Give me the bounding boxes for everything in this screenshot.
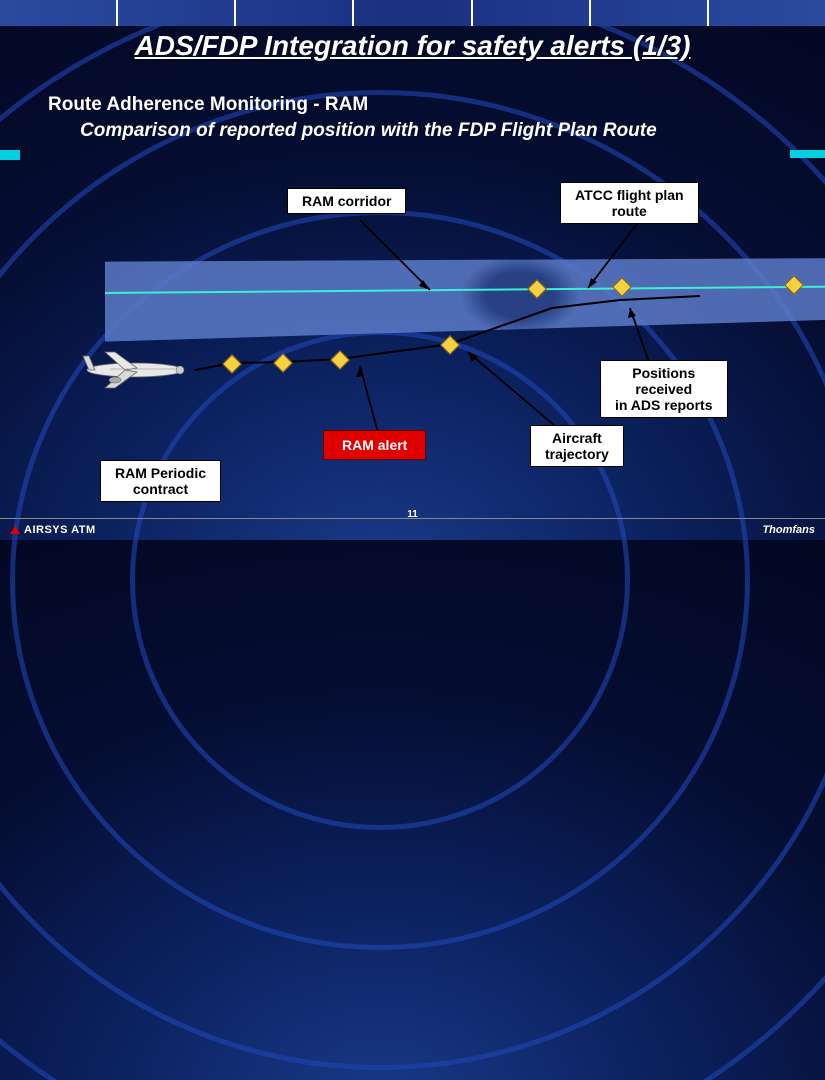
label-text: RAM corridor bbox=[302, 193, 391, 209]
atcc-route-label: ATCC flight plan route bbox=[560, 182, 699, 224]
ram-alert-label: RAM alert bbox=[323, 430, 426, 460]
label-text: in ADS reports bbox=[615, 397, 713, 413]
heading: Route Adherence Monitoring - RAM bbox=[48, 94, 368, 116]
ram-corridor-label: RAM corridor bbox=[287, 188, 406, 214]
label-text: RAM alert bbox=[342, 437, 407, 453]
brand-logo: AIRSYS ATM bbox=[10, 524, 96, 536]
aircraft-trajectory-label: Aircraft trajectory bbox=[530, 425, 624, 467]
brand-text: AIRSYS ATM bbox=[24, 524, 96, 536]
footer-credit: Thomfans bbox=[762, 524, 815, 536]
label-text: contract bbox=[133, 481, 188, 497]
corridor-gap bbox=[460, 255, 580, 335]
label-text: trajectory bbox=[545, 446, 609, 462]
bg-ring bbox=[0, 0, 825, 1080]
label-text: received bbox=[635, 381, 692, 397]
label-text: RAM Periodic bbox=[115, 465, 206, 481]
aircraft-icon bbox=[75, 340, 205, 395]
footer: AIRSYS ATM Thomfans bbox=[0, 518, 825, 540]
side-strip bbox=[0, 150, 20, 160]
slide-title: ADS/FDP Integration for safety alerts (1… bbox=[0, 30, 825, 62]
label-text: route bbox=[612, 203, 647, 219]
top-bar bbox=[0, 0, 825, 26]
subheading: Comparison of reported position with the… bbox=[80, 120, 657, 142]
logo-triangle-icon bbox=[10, 526, 20, 534]
label-text: Positions bbox=[632, 365, 695, 381]
label-text: ATCC flight plan bbox=[575, 187, 684, 203]
ram-periodic-label: RAM Periodic contract bbox=[100, 460, 221, 502]
side-strip bbox=[790, 150, 825, 158]
label-text: Aircraft bbox=[552, 430, 602, 446]
positions-label: Positions received in ADS reports bbox=[600, 360, 728, 418]
